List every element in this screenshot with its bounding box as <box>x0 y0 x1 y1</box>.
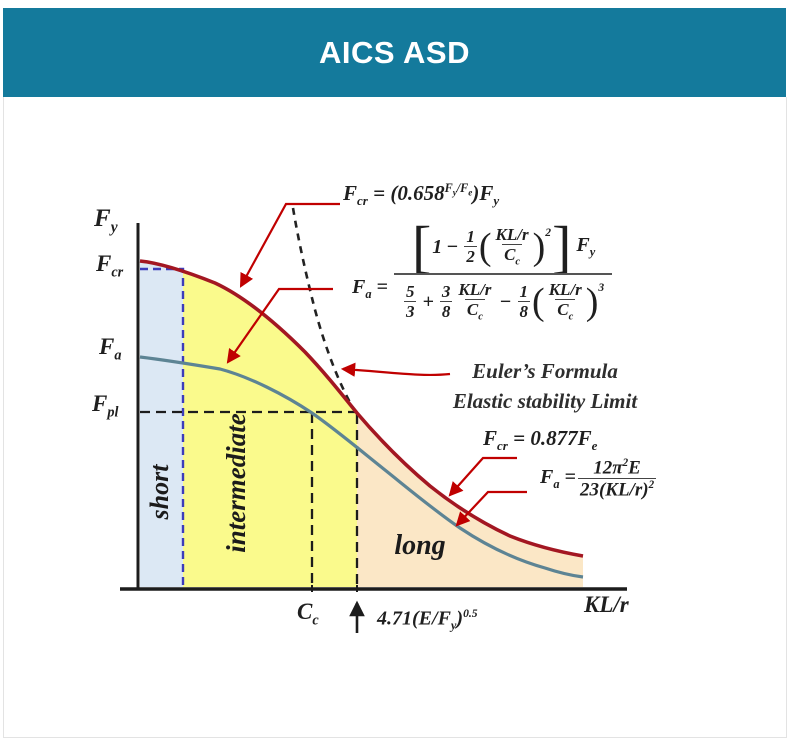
leader-fa-inelastic <box>226 287 333 364</box>
region-label-intermediate: intermediate <box>221 413 251 553</box>
x-label-limit: 4.71(E/Fy)0.5 <box>377 607 478 633</box>
leader-fcr-elastic <box>448 456 517 497</box>
x-axis-title: KL/r <box>584 592 629 617</box>
euler-note-line2: Elastic stability Limit <box>452 389 638 414</box>
euler-note: Euler’s Formula Elastic stability Limit <box>415 356 675 417</box>
header-bar: AICS ASD <box>3 8 786 98</box>
region-label-long: long <box>394 530 446 561</box>
formula-fcr-inelastic: Fcr = (0.658Fy/Fe)Fy <box>343 181 500 209</box>
y-label-fpl: Fpl <box>92 391 119 421</box>
formula-fcr-elastic: Fcr = 0.877Fe <box>483 426 598 454</box>
region-label-short: short <box>145 464 174 520</box>
y-label-fy: Fy <box>94 205 118 236</box>
leader-euler <box>340 362 451 377</box>
region-intermediate-fill <box>183 272 357 587</box>
content-frame <box>3 97 787 738</box>
leader-fcr-inelastic <box>239 202 340 288</box>
page-title: AICS ASD <box>319 35 470 70</box>
euler-note-line1: Euler’s Formula <box>472 359 618 383</box>
fa-curve <box>139 355 584 579</box>
region-short-fill <box>140 262 183 587</box>
formula-fa-elastic: Fa = 12π2E 23(KL/r)2 <box>540 457 657 501</box>
y-label-fcr: Fcr <box>96 251 124 281</box>
fcr-curve <box>139 259 584 558</box>
euler-curve-dashed <box>291 207 358 414</box>
x-label-cc: Cc <box>297 599 319 629</box>
guide-fcr-dashed <box>140 267 185 587</box>
leader-fa-elastic <box>455 490 527 527</box>
y-label-fa: Fa <box>99 334 122 364</box>
